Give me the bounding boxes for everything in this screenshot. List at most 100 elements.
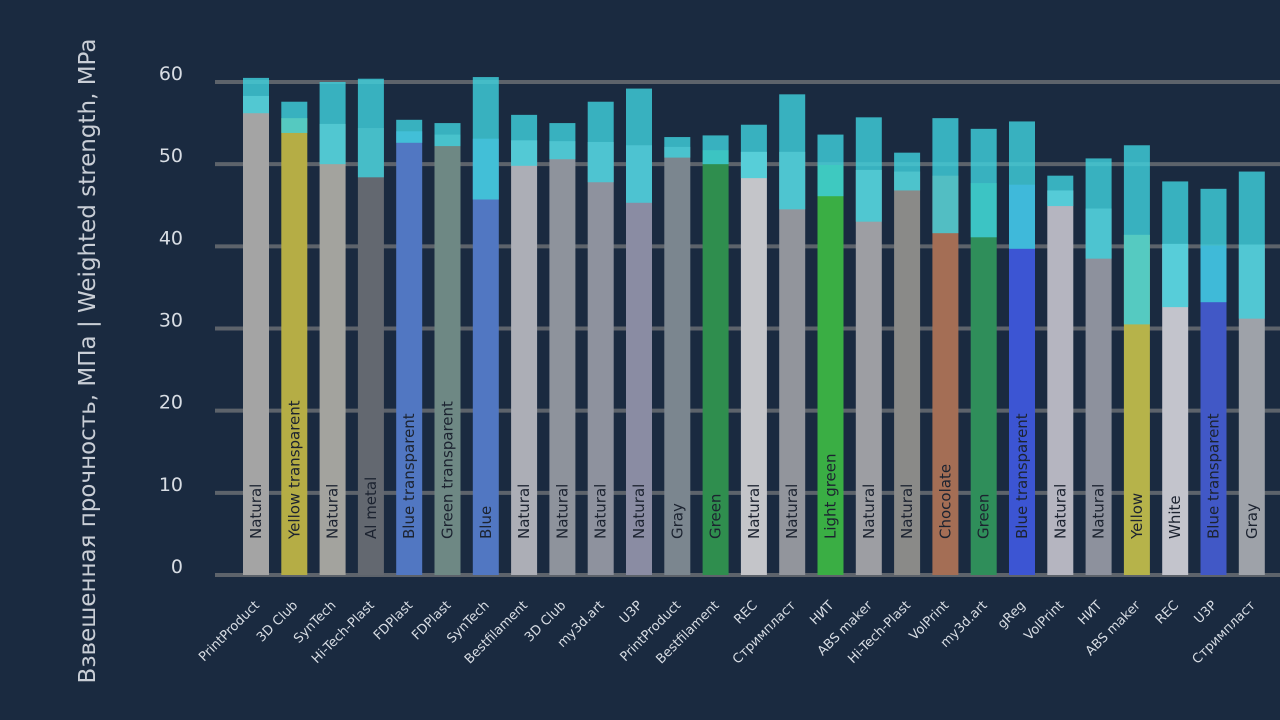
x-tick-label: U3P: [617, 598, 646, 627]
bar-group: Natural: [319, 82, 346, 575]
bar-variant-label: Natural: [745, 484, 763, 539]
bar-group: Natural: [243, 77, 269, 576]
error-band: [740, 124, 767, 179]
bar: [243, 95, 269, 576]
y-tick-label: 40: [159, 227, 183, 249]
error-band: [779, 94, 806, 210]
bar-group: Natural: [779, 94, 806, 575]
error-band: [1085, 158, 1112, 259]
error-band: [243, 77, 269, 114]
bar-group: Blue transparent: [1009, 121, 1035, 576]
bar-group: Green: [970, 128, 997, 575]
bar: [740, 151, 767, 575]
bar-variant-label: Gray: [1243, 503, 1261, 539]
bar-group: Al metal: [357, 78, 384, 575]
bar: [664, 146, 691, 575]
error-band: [587, 101, 614, 183]
x-tick-label: REC: [732, 598, 761, 627]
bar-variant-label: Blue: [477, 506, 495, 539]
y-tick-label: 60: [159, 63, 183, 85]
bar-variant-label: Blue transparent: [1013, 413, 1031, 539]
bar: [932, 175, 959, 576]
error-band: [472, 77, 499, 200]
bar-group: Natural: [740, 124, 767, 575]
bar: [357, 128, 384, 575]
bar-group: Natural: [894, 152, 921, 576]
x-tick-label: НИТ: [1075, 598, 1105, 628]
x-tick-label: НИТ: [807, 598, 837, 628]
bar-variant-label: Natural: [324, 484, 342, 539]
bar-group: Green: [702, 135, 729, 575]
bar: [1047, 190, 1074, 575]
bar-variant-label: Al metal: [362, 477, 380, 539]
error-band: [511, 114, 538, 166]
bar: [1085, 208, 1112, 575]
error-band: [855, 117, 882, 222]
error-band: [626, 88, 652, 203]
bar-group: Natural: [587, 101, 614, 575]
error-band: [970, 128, 997, 238]
bar: [396, 131, 423, 576]
error-band: [396, 119, 423, 143]
error-band: [1009, 121, 1035, 249]
bar-group: Blue transparent: [1200, 188, 1227, 576]
error-band: [549, 123, 576, 160]
y-tick-label: 30: [159, 310, 183, 332]
bar-group: Light green: [817, 134, 844, 575]
bar-variant-label: Light green: [822, 453, 840, 539]
x-tick-label: U3P: [1192, 598, 1221, 627]
bar: [511, 140, 538, 576]
x-tick-label: REC: [1153, 598, 1182, 627]
x-tick-label: VolPrint: [1022, 598, 1068, 644]
bar: [970, 183, 997, 575]
bar: [434, 134, 461, 575]
bar-variant-label: Natural: [783, 484, 801, 539]
bar-group: Chocolate: [932, 118, 959, 576]
bar-group: Natural: [626, 88, 652, 576]
y-axis-label: Взвешенная прочность, МПа | Weighted str…: [75, 39, 101, 684]
bar-variant-label: Natural: [1090, 484, 1108, 539]
bar-group: Natural: [511, 114, 538, 576]
bars: Natural Yellow transparent Natural Al metal…: [243, 77, 1265, 576]
bar-group: White: [1162, 181, 1189, 575]
bar-variant-label: Green: [707, 494, 725, 539]
bar-variant-label: Yellow transparent: [285, 400, 303, 540]
y-tick-label: 10: [159, 474, 183, 496]
bar: [702, 150, 729, 575]
bar: [1009, 184, 1035, 576]
bar-variant-label: Natural: [553, 484, 571, 539]
bar-group: Natural: [549, 123, 576, 575]
error-band: [357, 78, 384, 178]
bar: [472, 138, 499, 575]
error-band: [894, 152, 921, 191]
error-band: [702, 135, 729, 165]
x-tick-label: gReg: [995, 598, 1029, 632]
bar-variant-label: Natural: [630, 484, 648, 539]
x-tick-label: FDPlast: [371, 598, 416, 643]
bar-variant-label: Natural: [515, 484, 533, 539]
error-band: [319, 82, 346, 165]
bar-variant-label: Blue transparent: [1205, 413, 1223, 539]
error-band: [1123, 145, 1150, 325]
bar: [855, 169, 882, 575]
bar-group: Yellow transparent: [281, 101, 308, 576]
y-tick-label: 20: [159, 392, 183, 414]
bar-group: Gray: [1238, 171, 1265, 575]
error-band: [1200, 188, 1227, 303]
bar-variant-label: Blue transparent: [400, 413, 418, 539]
error-band: [1047, 175, 1074, 207]
error-band: [664, 137, 691, 158]
bar-group: Green transparent: [434, 123, 461, 575]
bar-group: Blue: [472, 77, 499, 575]
bar-variant-label: Natural: [860, 484, 878, 539]
bar-variant-label: Natural: [1051, 484, 1069, 539]
error-band: [281, 101, 308, 133]
bar: [281, 118, 308, 576]
bar: [894, 171, 921, 576]
x-tick-label: PrintProduct: [196, 598, 263, 665]
bar: [319, 123, 346, 575]
error-band: [1162, 181, 1189, 308]
bar-variant-label: Green transparent: [439, 401, 457, 539]
